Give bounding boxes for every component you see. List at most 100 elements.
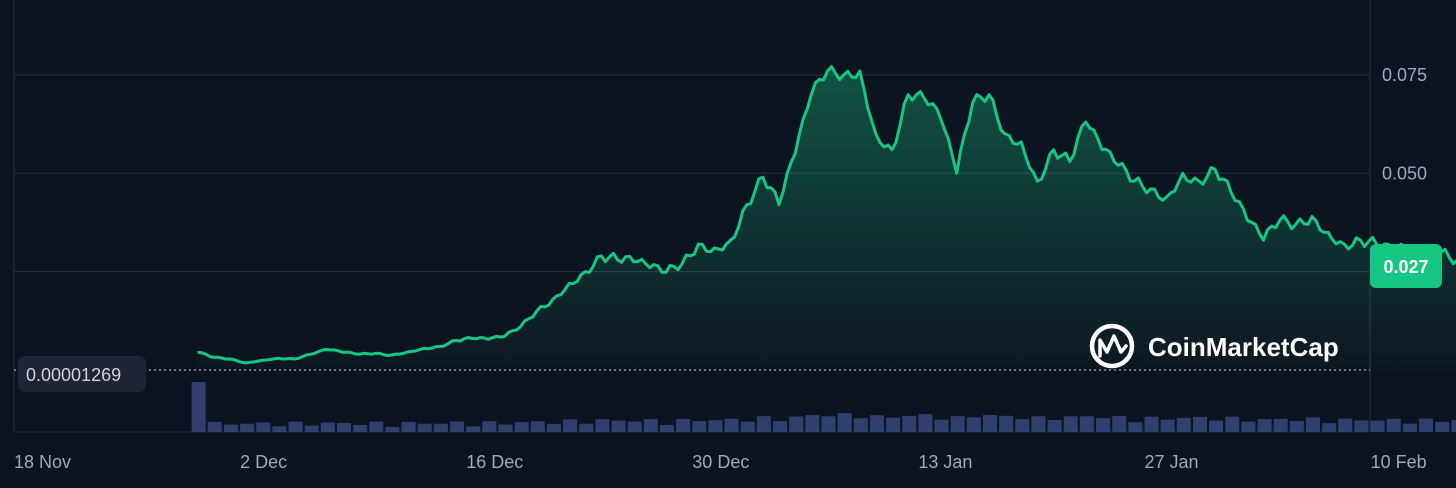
- volume-bar: [514, 422, 529, 432]
- volume-bar: [1112, 415, 1127, 432]
- volume-bar: [789, 416, 804, 432]
- volume-bar: [1225, 416, 1240, 432]
- volume-bar: [1273, 418, 1288, 432]
- volume-bar: [1128, 422, 1143, 432]
- volume-bar: [466, 426, 481, 432]
- y-axis-ticks: 0.075 0.050: [1382, 65, 1427, 183]
- volume-bar: [417, 423, 432, 432]
- volume-bar: [1063, 416, 1078, 432]
- x-tick-label: 18 Nov: [14, 452, 71, 472]
- volume-bar: [1354, 420, 1369, 432]
- x-tick-label: 16 Dec: [466, 452, 523, 472]
- volume-bar: [320, 422, 335, 432]
- volume-bar: [676, 418, 691, 432]
- volume-bar: [482, 421, 497, 432]
- volume-bar: [240, 423, 255, 432]
- volume-bar: [853, 418, 868, 432]
- volume-bar: [272, 426, 287, 432]
- y-tick-label: 0.075: [1382, 65, 1427, 85]
- volume-bar: [353, 424, 368, 432]
- price-area: [197, 66, 1456, 370]
- volume-bar: [223, 424, 238, 432]
- volume-bar: [1338, 418, 1353, 432]
- volume-bar: [773, 421, 788, 432]
- x-tick-label: 13 Jan: [918, 452, 972, 472]
- volume-bar: [1096, 418, 1111, 432]
- volume-bar: [1047, 419, 1062, 432]
- volume-bar: [498, 424, 513, 432]
- base-price-label: 0.00001269: [26, 365, 121, 385]
- volume-bar: [966, 417, 981, 432]
- volume-bar: [385, 426, 400, 432]
- volume-bar: [805, 415, 820, 432]
- volume-bar: [1322, 423, 1337, 432]
- volume-bar: [1419, 418, 1434, 432]
- y-tick-label: 0.050: [1382, 163, 1427, 183]
- volume-bar: [999, 415, 1014, 432]
- price-line: [197, 65, 1456, 365]
- volume-bar: [1176, 417, 1191, 432]
- base-price-badge: 0.00001269: [18, 356, 146, 392]
- volume-bar: [304, 425, 319, 432]
- coinmarketcap-logo-icon: [1089, 323, 1135, 369]
- volume-bar: [869, 415, 884, 432]
- volume-bar: [740, 421, 755, 432]
- x-tick-label: 2 Dec: [240, 452, 287, 472]
- volume-bar: [821, 416, 836, 432]
- volume-bar: [401, 421, 416, 432]
- volume-bar: [256, 422, 271, 432]
- volume-bar: [1144, 416, 1159, 432]
- volume-bar: [563, 419, 578, 432]
- volume-bar: [191, 382, 206, 432]
- volume-bar: [433, 423, 448, 432]
- volume-bar: [595, 419, 610, 432]
- volume-bar: [1386, 418, 1401, 432]
- volume-bar: [530, 421, 545, 432]
- volume-bar: [643, 419, 658, 432]
- volume-bar: [1451, 420, 1456, 432]
- volume-bars: [191, 382, 1456, 432]
- watermark-text: CoinMarketCap: [1148, 332, 1339, 362]
- volume-bar: [207, 421, 222, 432]
- volume-bar: [611, 420, 626, 432]
- volume-bar: [579, 423, 594, 432]
- volume-bar: [983, 415, 997, 432]
- volume-bar: [660, 425, 674, 432]
- volume-bar: [918, 414, 933, 432]
- volume-bar: [546, 423, 561, 432]
- volume-bar: [1257, 419, 1272, 432]
- volume-bar: [369, 421, 384, 432]
- volume-bar: [1079, 416, 1094, 432]
- volume-bar: [1031, 416, 1046, 432]
- volume-bar: [886, 417, 901, 432]
- volume-bar: [337, 422, 351, 432]
- volume-bar: [1241, 421, 1256, 432]
- volume-bar: [902, 415, 917, 432]
- current-price-label: 0.027: [1383, 257, 1428, 277]
- volume-bar: [627, 421, 642, 432]
- volume-bar: [1209, 420, 1224, 432]
- volume-bar: [1306, 417, 1320, 432]
- volume-bar: [756, 416, 771, 432]
- volume-bar: [1015, 419, 1030, 432]
- volume-bar: [288, 421, 303, 432]
- volume-bar: [1160, 419, 1175, 432]
- x-axis-ticks: 18 Nov 2 Dec 16 Dec 30 Dec 13 Jan 27 Jan 10 Fe…: [14, 452, 1427, 472]
- volume-bar: [1289, 421, 1304, 432]
- current-price-badge: 0.027: [1370, 244, 1442, 288]
- volume-bar: [934, 419, 949, 432]
- x-tick-label: 10 Feb: [1371, 452, 1427, 472]
- volume-bar: [724, 418, 739, 432]
- volume-bar: [450, 421, 465, 432]
- coinmarketcap-watermark: CoinMarketCap: [1089, 323, 1339, 369]
- volume-bar: [1192, 416, 1207, 432]
- x-tick-label: 27 Jan: [1145, 452, 1199, 472]
- x-tick-label: 30 Dec: [692, 452, 749, 472]
- volume-bar: [708, 420, 723, 432]
- volume-bar: [1435, 421, 1450, 432]
- volume-bar: [837, 413, 852, 432]
- volume-bar: [950, 416, 965, 432]
- volume-bar: [692, 421, 707, 432]
- volume-bar: [1402, 423, 1417, 432]
